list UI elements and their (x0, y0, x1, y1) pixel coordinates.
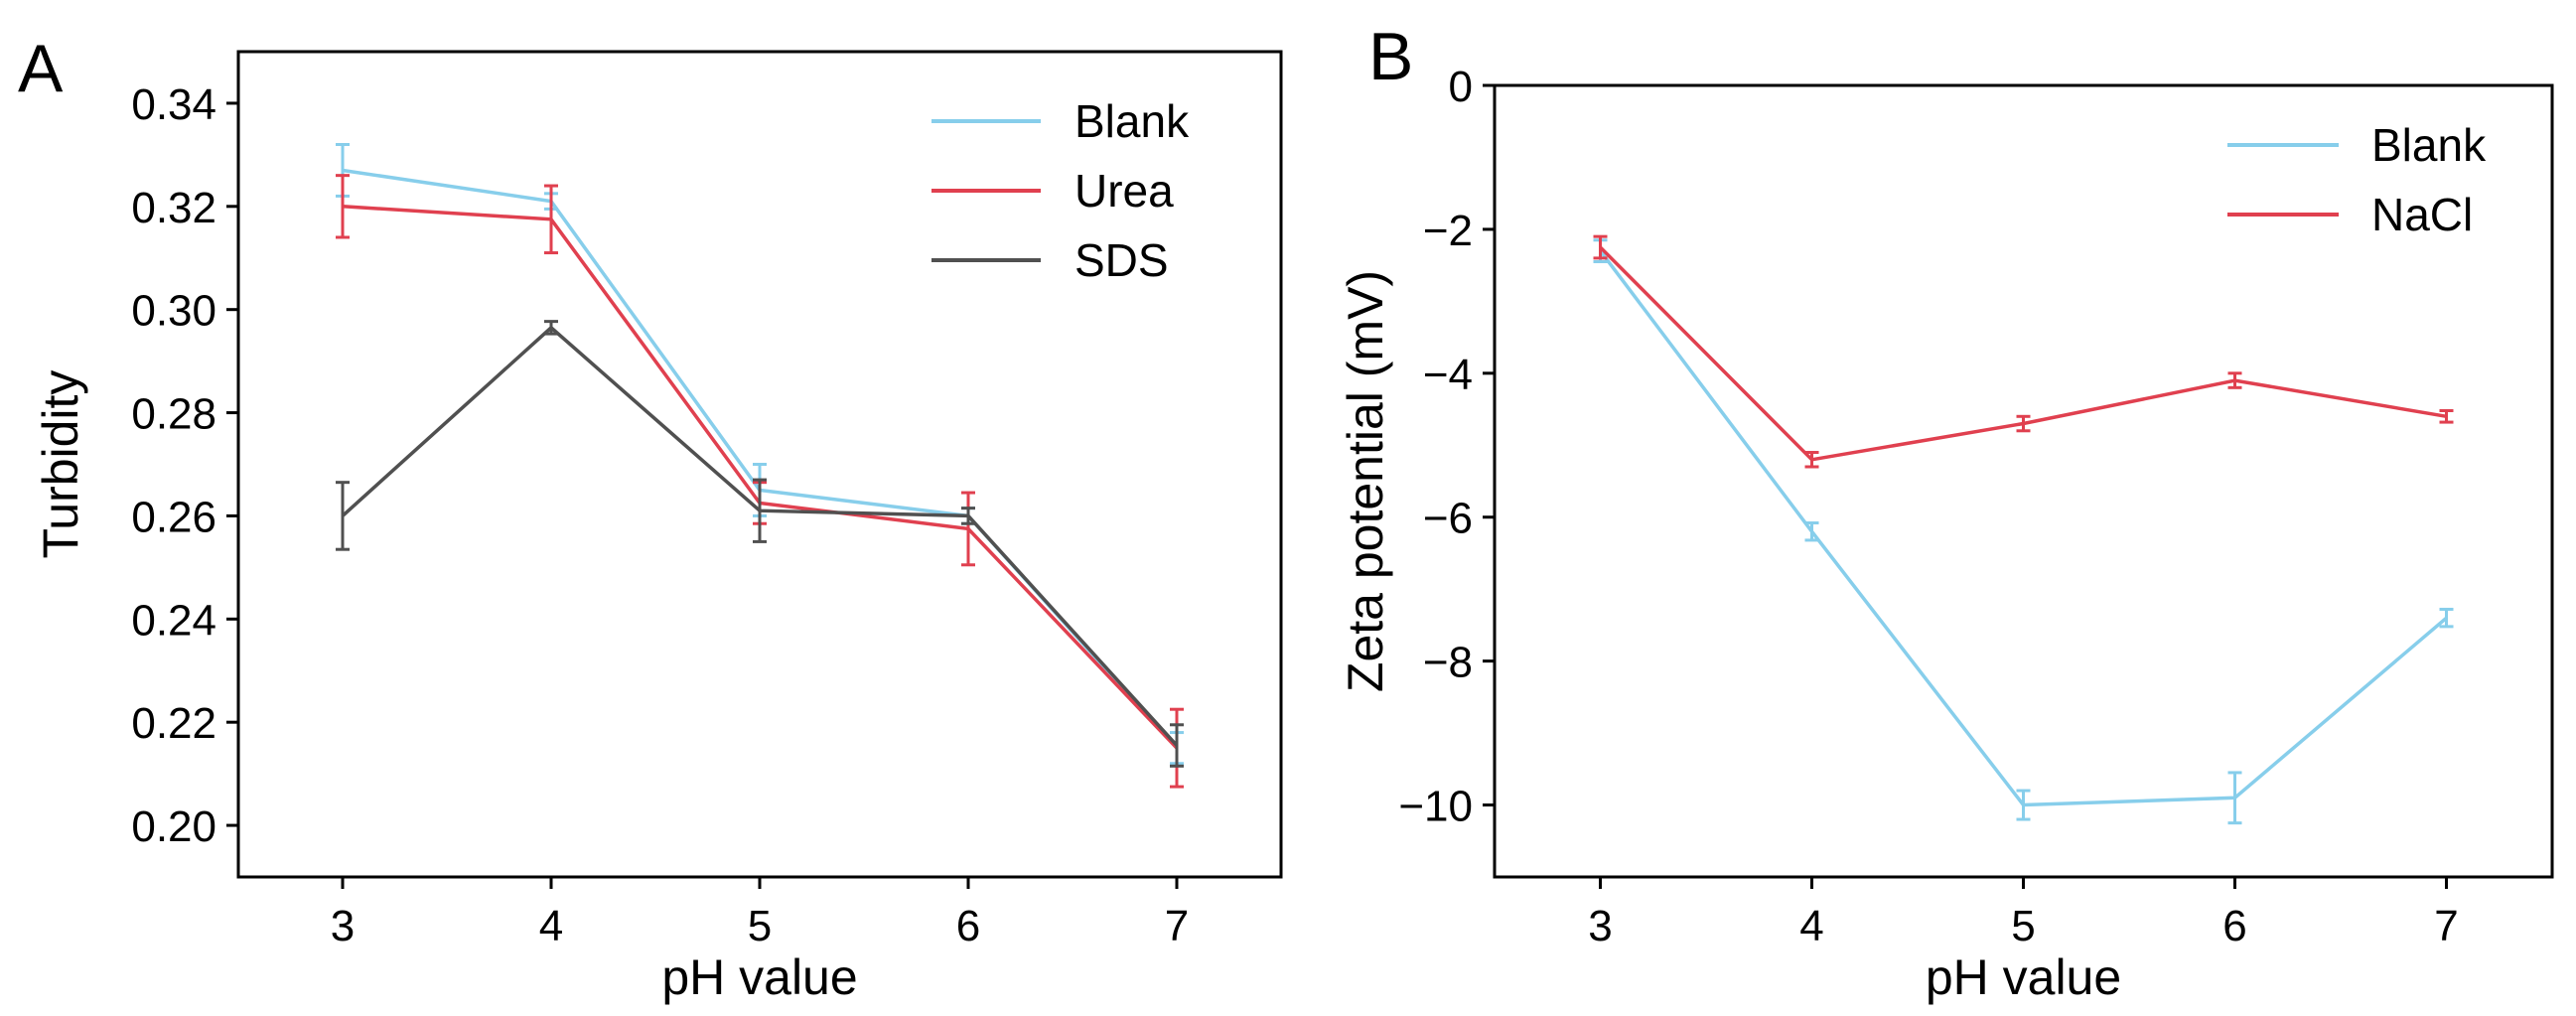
panel-a: A 3 4 5 6 7 0.20 0.22 0.24 0.26 0.28 0.30 0.32 0.34 pH… (18, 31, 1283, 1005)
x-tick-label: 4 (1799, 902, 1823, 950)
x-tick-label: 5 (748, 902, 772, 950)
series-sds (336, 320, 1184, 768)
legend-label: NaCl (2371, 189, 2473, 240)
x-axis-label: pH value (661, 949, 857, 1005)
y-tick-label: 0.22 (131, 699, 216, 748)
y-axis-label: Zeta potential (mV) (1338, 270, 1393, 692)
series-line (1599, 249, 2448, 807)
x-tick-label: 7 (1165, 902, 1189, 950)
y-tick-label: 0 (1449, 63, 1473, 111)
y-tick-label: 0.32 (131, 184, 216, 232)
legend-item-blank: Blank (931, 95, 1190, 147)
y-axis-label: Turbidity (33, 370, 88, 559)
panel-letter: A (18, 31, 64, 106)
y-tick-label: 0.24 (131, 596, 216, 645)
y-tick-label: −4 (1423, 351, 1473, 399)
x-tick-label: 6 (2222, 902, 2246, 950)
y-tick-label: −6 (1423, 495, 1473, 543)
series-blank (336, 142, 1184, 766)
legend-item-blank: Blank (2227, 119, 2487, 171)
legend-label: Urea (1074, 165, 1174, 217)
series-nacl (1593, 234, 2454, 469)
x-tick-label: 3 (1588, 902, 1612, 950)
x-tick-label: 7 (2434, 902, 2458, 950)
x-axis-label: pH value (1926, 949, 2121, 1005)
y-tick-label: 0.30 (131, 287, 216, 336)
legend-label: SDS (1074, 234, 1169, 286)
y-tick-label: 0.34 (131, 80, 216, 129)
panel-b: B 3 4 5 6 7 −10 −8 −6 −4 −2 0 pH value Zeta potential… (1338, 19, 2554, 1005)
y-tick-label: 0.28 (131, 390, 216, 439)
y-tick-label: −10 (1398, 783, 1473, 831)
y-tick-label: 0.26 (131, 493, 216, 541)
legend-label: Blank (1074, 95, 1190, 147)
panel-letter: B (1368, 19, 1413, 94)
y-tick-label: 0.20 (131, 802, 216, 851)
x-tick-label: 4 (539, 902, 563, 950)
legend-label: Blank (2371, 119, 2487, 171)
legend-item-urea: Urea (931, 165, 1174, 217)
series-blank (1593, 238, 2454, 825)
legend-item-nacl: NaCl (2227, 189, 2473, 240)
series-line (342, 168, 1179, 750)
y-tick-label: −2 (1423, 207, 1473, 255)
y-tick-label: −8 (1423, 639, 1473, 687)
legend-item-sds: SDS (931, 234, 1169, 286)
x-tick-label: 6 (956, 902, 980, 950)
x-tick-label: 3 (331, 902, 355, 950)
x-tick-label: 5 (2011, 902, 2035, 950)
